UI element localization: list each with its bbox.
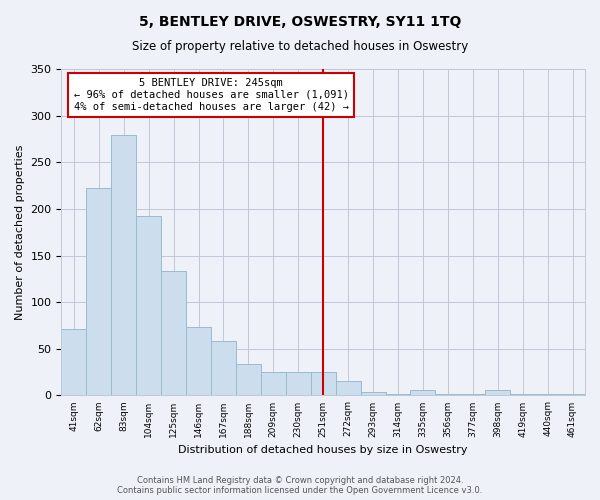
Bar	[111, 135, 136, 396]
Bar	[261, 372, 286, 396]
Bar	[410, 390, 436, 396]
Bar	[161, 272, 186, 396]
Bar	[560, 394, 585, 396]
Bar	[61, 329, 86, 396]
Bar	[436, 394, 460, 396]
Bar	[136, 216, 161, 396]
Bar	[86, 188, 111, 396]
Bar	[311, 372, 335, 396]
Bar	[211, 342, 236, 396]
Bar	[335, 382, 361, 396]
Bar	[286, 372, 311, 396]
Bar	[236, 364, 261, 396]
Bar	[510, 394, 535, 396]
Bar	[186, 328, 211, 396]
Bar	[386, 394, 410, 396]
Text: Contains HM Land Registry data © Crown copyright and database right 2024.
Contai: Contains HM Land Registry data © Crown c…	[118, 476, 482, 495]
Bar	[361, 392, 386, 396]
Bar	[535, 394, 560, 396]
Text: 5 BENTLEY DRIVE: 245sqm
← 96% of detached houses are smaller (1,091)
4% of semi-: 5 BENTLEY DRIVE: 245sqm ← 96% of detache…	[74, 78, 349, 112]
Text: Size of property relative to detached houses in Oswestry: Size of property relative to detached ho…	[132, 40, 468, 53]
Text: 5, BENTLEY DRIVE, OSWESTRY, SY11 1TQ: 5, BENTLEY DRIVE, OSWESTRY, SY11 1TQ	[139, 15, 461, 29]
Bar	[485, 390, 510, 396]
X-axis label: Distribution of detached houses by size in Oswestry: Distribution of detached houses by size …	[178, 445, 468, 455]
Y-axis label: Number of detached properties: Number of detached properties	[15, 144, 25, 320]
Bar	[460, 394, 485, 396]
